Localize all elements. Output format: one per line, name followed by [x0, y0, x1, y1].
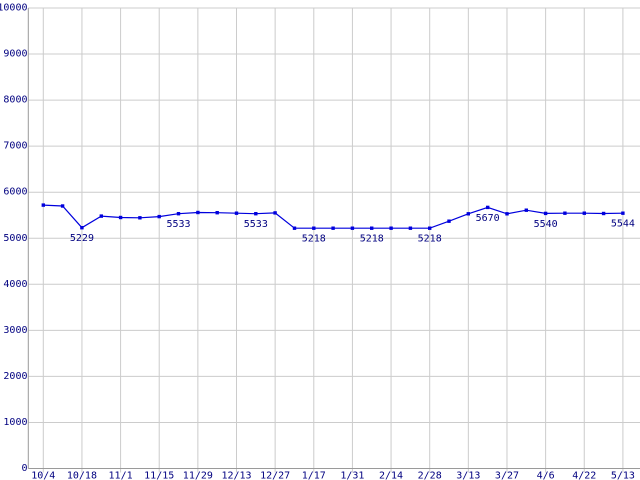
data-point: [196, 210, 200, 215]
x-axis-tick-label: 10/4: [31, 471, 55, 480]
y-axis-tick-label: 2000: [3, 371, 27, 382]
y-axis-tick-label: 7000: [3, 141, 27, 152]
data-point: [486, 205, 490, 210]
data-point: [118, 215, 123, 220]
data-point: [524, 208, 528, 212]
data-point-label: 5229: [70, 233, 94, 244]
data-point: [582, 211, 586, 215]
y-axis-tick-label: 6000: [3, 187, 27, 198]
data-point-label: 5218: [418, 234, 442, 245]
data-point: [447, 219, 451, 223]
x-axis-tick-label: 11/29: [183, 471, 213, 480]
data-point-label: 5544: [611, 219, 635, 230]
data-point: [621, 211, 625, 215]
data-point: [138, 216, 142, 220]
data-point-label: 5670: [476, 213, 500, 224]
x-axis-tick-label: 10/18: [67, 471, 97, 480]
data-point-label: 5540: [534, 219, 558, 230]
x-axis-tick-label: 11/15: [144, 471, 174, 480]
y-axis-tick-label: 0: [21, 463, 27, 474]
data-point: [408, 226, 413, 230]
data-point: [601, 211, 606, 216]
data-point-label: 5533: [166, 219, 190, 230]
x-axis-tick-label: 3/13: [456, 471, 480, 480]
x-axis-tick-label: 4/22: [572, 471, 596, 480]
y-axis-tick-label: 4000: [3, 279, 27, 290]
data-point: [331, 226, 335, 230]
data-point: [80, 226, 84, 230]
y-axis-tick-label: 8000: [3, 95, 27, 106]
x-axis-tick-label: 2/28: [418, 471, 442, 480]
x-axis-tick-label: 12/13: [221, 471, 251, 480]
data-point-label: 5533: [244, 219, 268, 230]
x-axis-tick-label: 1/17: [302, 471, 326, 480]
y-axis-tick-label: 5000: [3, 233, 27, 244]
x-axis-tick-label: 12/27: [260, 471, 290, 480]
data-point: [176, 212, 181, 216]
data-point: [428, 226, 432, 230]
y-axis-tick-label: 3000: [3, 325, 27, 336]
data-point-label: 5218: [360, 234, 384, 245]
data-point: [543, 211, 548, 216]
data-point: [466, 212, 470, 216]
data-point: [254, 212, 258, 216]
data-point: [234, 211, 239, 215]
x-axis-tick-label: 11/1: [109, 471, 133, 480]
data-point: [312, 226, 316, 230]
y-axis-tick-label: 9000: [3, 49, 27, 60]
data-point: [41, 203, 45, 207]
data-point: [215, 211, 219, 215]
x-axis-tick-label: 1/31: [340, 471, 364, 480]
x-axis-tick-label: 2/14: [379, 471, 403, 480]
x-axis-tick-label: 4/6: [537, 471, 555, 480]
data-point: [350, 226, 355, 230]
data-point: [563, 211, 567, 215]
data-point: [370, 226, 374, 230]
data-point: [389, 226, 393, 230]
x-axis-tick-label: 5/13: [611, 471, 635, 480]
x-axis-tick-label: 3/27: [495, 471, 519, 480]
data-point: [99, 214, 103, 218]
y-axis-tick-label: 1000: [3, 417, 27, 428]
data-point: [505, 212, 509, 216]
data-point: [273, 211, 277, 215]
data-point: [60, 204, 65, 208]
data-point: [292, 226, 297, 230]
y-axis-tick-label: 10000: [0, 3, 28, 14]
data-point-label: 5218: [302, 234, 326, 245]
data-point: [157, 214, 161, 219]
